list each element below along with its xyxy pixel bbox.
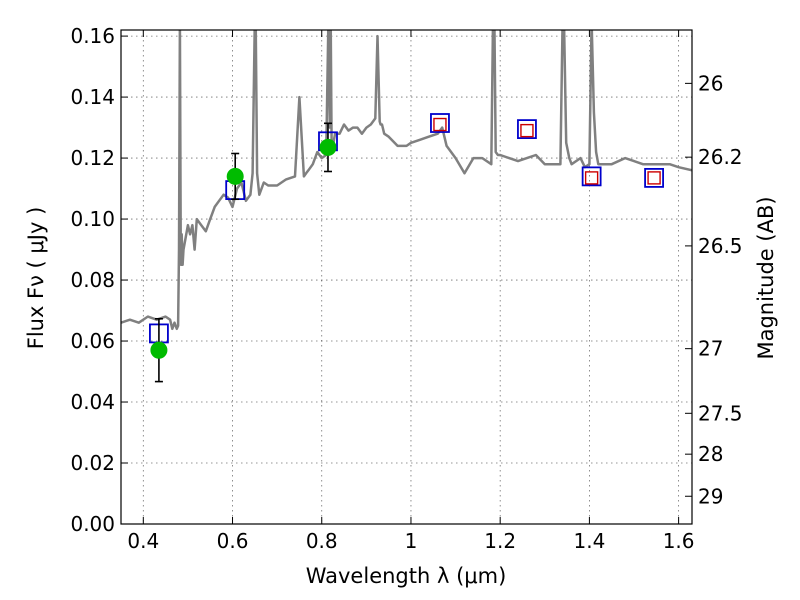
y2-tick-label: 26 bbox=[698, 71, 723, 95]
observed-flux-point bbox=[319, 138, 337, 156]
x-tick-label: 1 bbox=[405, 529, 418, 553]
observed-flux-point bbox=[150, 341, 168, 359]
y-tick-label: 0.00 bbox=[70, 512, 115, 536]
y2-tick-label: 26.5 bbox=[698, 234, 743, 258]
ticks-layer: 0.4 0.6 0.8 1 1.2 1.4 1.6 0.00 0.02 0.04 0.06 0.08 0… bbox=[70, 24, 742, 553]
axes-layer bbox=[120, 29, 693, 525]
upper-limit-square-marker bbox=[520, 123, 534, 138]
x-tick-label: 0.4 bbox=[127, 529, 159, 553]
y2-tick-label: 27.5 bbox=[698, 401, 743, 425]
plot-area bbox=[121, 30, 692, 331]
model-band-square-marker bbox=[581, 166, 602, 187]
x-tick-label: 0.8 bbox=[306, 529, 338, 553]
observed-flux-point bbox=[226, 167, 244, 185]
y2-tick-label: 27 bbox=[698, 337, 723, 361]
y-tick-label: 0.08 bbox=[70, 268, 115, 292]
marker-layer bbox=[149, 113, 664, 383]
y-axis-label: Flux Fν ( μJy ) bbox=[24, 207, 48, 350]
upper-limit-square-marker bbox=[584, 171, 599, 185]
x-tick-label: 1.6 bbox=[663, 529, 695, 553]
model-band-square-marker bbox=[430, 113, 450, 133]
y2-tick-label: 29 bbox=[698, 484, 723, 508]
grid-layer bbox=[121, 30, 692, 525]
model-band-square-marker bbox=[517, 119, 537, 140]
y2-tick-label: 26.2 bbox=[698, 145, 743, 169]
y2-tick-label: 28 bbox=[698, 442, 723, 466]
x-tick-label: 1.2 bbox=[484, 529, 516, 553]
y-tick-label: 0.04 bbox=[70, 390, 115, 414]
axes-frame bbox=[120, 29, 693, 525]
observed-point-group bbox=[319, 122, 337, 173]
upper-limit-square-marker bbox=[647, 171, 661, 185]
sed-spectrum-line bbox=[121, 30, 692, 331]
y-tick-label: 0.06 bbox=[70, 329, 115, 353]
model-band-square-marker bbox=[644, 167, 664, 188]
x-tick-label: 1.4 bbox=[573, 529, 605, 553]
observed-point-group bbox=[150, 317, 168, 383]
y-tick-label: 0.14 bbox=[70, 85, 115, 109]
x-axis-label: Wavelength λ (μm) bbox=[306, 564, 507, 588]
y-tick-label: 0.02 bbox=[70, 451, 115, 475]
upper-limit-square-marker bbox=[433, 117, 447, 132]
observed-point-group bbox=[226, 152, 244, 201]
y-tick-label: 0.16 bbox=[70, 24, 115, 48]
y2-axis-label: Magnitude (AB) bbox=[754, 196, 778, 359]
x-tick-label: 0.6 bbox=[217, 529, 249, 553]
y-tick-label: 0.12 bbox=[70, 146, 115, 170]
y-tick-label: 0.10 bbox=[70, 207, 115, 231]
